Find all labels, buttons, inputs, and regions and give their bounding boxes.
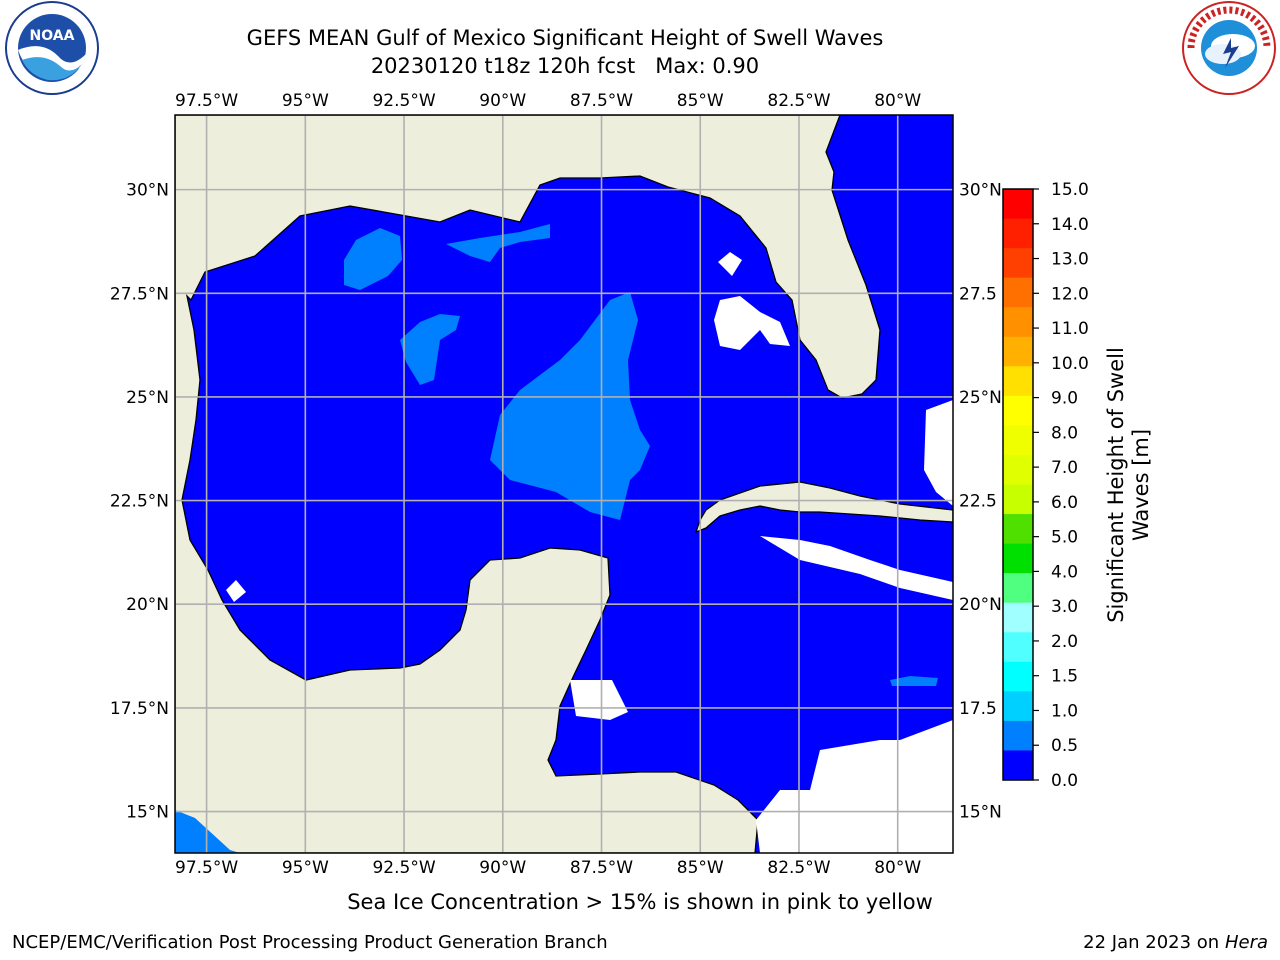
colorbar-tick-9: 6.0 bbox=[1051, 493, 1078, 513]
lat-tick-right-4: 20°N bbox=[959, 595, 1002, 615]
lat-tick-right-3: 22.5 bbox=[959, 492, 997, 512]
colorbar-segment-7 bbox=[1003, 395, 1033, 426]
land-mexico-texas bbox=[175, 115, 881, 853]
land-cuba bbox=[694, 481, 953, 534]
lon-tick-top-7: 80°W bbox=[874, 91, 921, 111]
colorbar-segment-18 bbox=[1003, 720, 1033, 751]
sea-ice-note: Sea Ice Concentration > 15% is shown in … bbox=[347, 890, 933, 914]
chart-subtitle: 20230120 t18z 120h fcst Max: 0.90 bbox=[370, 54, 760, 78]
lon-tick-top-6: 82.5°W bbox=[767, 91, 830, 111]
swell-patch-2 bbox=[400, 314, 460, 385]
colorbar-tick-13: 2.0 bbox=[1051, 632, 1078, 652]
colorbar-segment-15 bbox=[1003, 632, 1033, 663]
chart-title: GEFS MEAN Gulf of Mexico Significant Hei… bbox=[246, 26, 884, 50]
lon-tick-bottom-4: 87.5°W bbox=[570, 858, 633, 878]
colorbar-segment-5 bbox=[1003, 336, 1033, 367]
lon-tick-bottom-5: 85°W bbox=[677, 858, 724, 878]
colorbar-segment-0 bbox=[1003, 189, 1033, 220]
lat-tick-right-6: 15°N bbox=[959, 803, 1002, 823]
colorbar-tick-10: 5.0 bbox=[1051, 528, 1078, 548]
lon-tick-bottom-3: 90°W bbox=[479, 858, 526, 878]
lat-tick-left-5: 17.5°N bbox=[110, 699, 169, 719]
no-data-area-6 bbox=[756, 720, 953, 853]
swell-patch-3 bbox=[344, 228, 402, 290]
colorbar-tick-7: 8.0 bbox=[1051, 423, 1078, 443]
lat-tick-left-6: 15°N bbox=[126, 803, 169, 823]
colorbar-segment-4 bbox=[1003, 307, 1033, 338]
colorbar-tick-4: 11.0 bbox=[1051, 319, 1089, 339]
graticule bbox=[175, 115, 953, 853]
run-date: 22 Jan 2023 on Hera bbox=[1083, 932, 1268, 953]
colorbar-tick-15: 1.0 bbox=[1051, 701, 1078, 721]
colorbar-segment-19 bbox=[1003, 750, 1033, 781]
lat-tick-left-0: 30°N bbox=[126, 181, 169, 201]
lon-tick-top-4: 87.5°W bbox=[570, 91, 633, 111]
lat-tick-right-5: 17.5 bbox=[959, 699, 997, 719]
swell-patch-6 bbox=[890, 676, 938, 686]
colorbar-label: Significant Height of SwellWaves [m] bbox=[1104, 347, 1153, 623]
colorbar-segment-17 bbox=[1003, 691, 1033, 722]
colorbar-segment-16 bbox=[1003, 661, 1033, 692]
colorbar-segment-12 bbox=[1003, 543, 1033, 574]
colorbar-segment-14 bbox=[1003, 602, 1033, 633]
lat-tick-left-3: 22.5°N bbox=[110, 492, 169, 512]
lat-tick-left-1: 27.5°N bbox=[110, 284, 169, 304]
colorbar-tick-11: 4.0 bbox=[1051, 562, 1078, 582]
map-frame bbox=[174, 114, 954, 854]
colorbar-tick-3: 12.0 bbox=[1051, 284, 1089, 304]
lat-tick-left-4: 20°N bbox=[126, 595, 169, 615]
no-data-area-1 bbox=[714, 296, 790, 350]
lon-tick-bottom-2: 92.5°W bbox=[372, 858, 435, 878]
lon-tick-bottom-0: 97.5°W bbox=[175, 858, 238, 878]
no-data-area-4 bbox=[760, 536, 953, 600]
colorbar-segment-10 bbox=[1003, 484, 1033, 515]
noaa-logo-icon: NOAA bbox=[5, 1, 99, 95]
colorbar-frame bbox=[1002, 188, 1034, 781]
lat-tick-left-2: 25°N bbox=[126, 388, 169, 408]
colorbar-segment-1 bbox=[1003, 218, 1033, 249]
colorbar-segment-13 bbox=[1003, 573, 1033, 604]
no-data-area-2 bbox=[718, 252, 742, 276]
lon-tick-top-2: 92.5°W bbox=[372, 91, 435, 111]
lat-tick-right-0: 30°N bbox=[959, 181, 1002, 201]
swell-patch-5 bbox=[175, 810, 240, 853]
swell-patch-4 bbox=[446, 224, 550, 262]
lon-tick-top-5: 85°W bbox=[677, 91, 724, 111]
colorbar-tick-6: 9.0 bbox=[1051, 389, 1078, 409]
colorbar-segment-2 bbox=[1003, 248, 1033, 279]
colorbar-segment-9 bbox=[1003, 454, 1033, 485]
colorbar-segment-11 bbox=[1003, 514, 1033, 545]
swell-patch-1 bbox=[490, 292, 650, 520]
colorbar-tick-0: 15.0 bbox=[1051, 180, 1089, 200]
colorbar: 15.0 14.0 13.0 12.0 11.0 10.0 9.0 8.0 7.0 6.0 5.0 4… bbox=[1002, 180, 1153, 791]
lon-tick-top-1: 95°W bbox=[282, 91, 329, 111]
colorbar-segment-3 bbox=[1003, 277, 1033, 308]
lon-tick-bottom-6: 82.5°W bbox=[767, 858, 830, 878]
colorbar-tick-8: 7.0 bbox=[1051, 458, 1078, 478]
no-data-area-5 bbox=[570, 680, 628, 720]
colorbar-tick-1: 14.0 bbox=[1051, 215, 1089, 235]
colorbar-tick-12: 3.0 bbox=[1051, 597, 1078, 617]
run-date-text: 22 Jan 2023 on bbox=[1083, 932, 1225, 953]
colorbar-tick-16: 0.5 bbox=[1051, 736, 1078, 756]
colorbar-tick-17: 0.0 bbox=[1051, 771, 1078, 791]
noaa-logo-text: NOAA bbox=[30, 28, 75, 44]
colorbar-tick-2: 13.0 bbox=[1051, 250, 1089, 270]
colorbar-segment-8 bbox=[1003, 425, 1033, 456]
no-data-area-3 bbox=[924, 400, 953, 506]
lon-tick-top-3: 90°W bbox=[479, 91, 526, 111]
no-data-area-7 bbox=[226, 580, 246, 602]
colorbar-tick-14: 1.5 bbox=[1051, 667, 1078, 687]
run-host: Hera bbox=[1224, 932, 1268, 953]
lat-tick-right-1: 27.5 bbox=[959, 284, 997, 304]
producer-credit: NCEP/EMC/Verification Post Processing Pr… bbox=[12, 932, 608, 953]
nws-logo-icon bbox=[1182, 1, 1276, 95]
colorbar-tick-5: 10.0 bbox=[1051, 354, 1089, 374]
lon-tick-bottom-7: 80°W bbox=[874, 858, 921, 878]
lat-tick-right-2: 25°N bbox=[959, 388, 1002, 408]
lon-tick-top-0: 97.5°W bbox=[175, 91, 238, 111]
lon-tick-bottom-1: 95°W bbox=[282, 858, 329, 878]
colorbar-segment-6 bbox=[1003, 366, 1033, 397]
